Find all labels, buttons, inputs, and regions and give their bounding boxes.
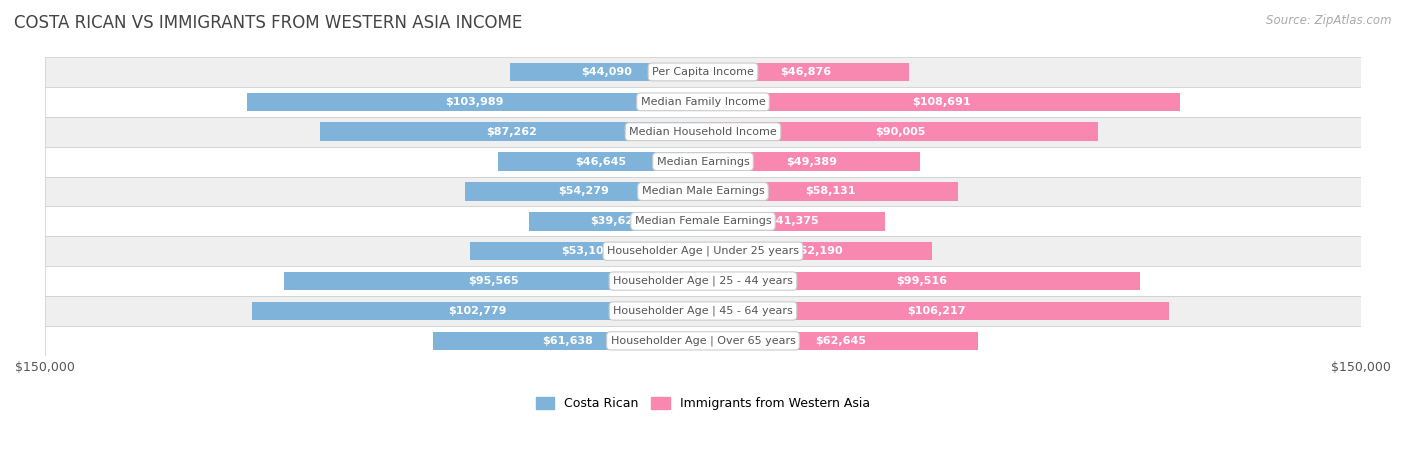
- Bar: [321, 122, 703, 141]
- Bar: [45, 177, 1361, 206]
- Legend: Costa Rican, Immigrants from Western Asia: Costa Rican, Immigrants from Western Asi…: [530, 392, 876, 415]
- Bar: [45, 296, 1361, 326]
- Text: $106,217: $106,217: [907, 306, 966, 316]
- Text: $103,989: $103,989: [446, 97, 505, 107]
- Bar: [703, 92, 1180, 111]
- Bar: [703, 332, 977, 350]
- Bar: [703, 212, 884, 231]
- Text: Median Earnings: Median Earnings: [657, 156, 749, 167]
- Bar: [703, 152, 920, 171]
- Bar: [529, 212, 703, 231]
- Text: $41,375: $41,375: [769, 216, 820, 226]
- Bar: [703, 63, 908, 81]
- Bar: [703, 272, 1140, 290]
- Text: $99,516: $99,516: [896, 276, 946, 286]
- Text: Householder Age | 45 - 64 years: Householder Age | 45 - 64 years: [613, 306, 793, 316]
- Text: $62,645: $62,645: [815, 336, 866, 346]
- Bar: [509, 63, 703, 81]
- Text: Householder Age | Over 65 years: Householder Age | Over 65 years: [610, 336, 796, 346]
- Text: $58,131: $58,131: [806, 186, 856, 197]
- Text: $46,645: $46,645: [575, 156, 626, 167]
- Text: Median Female Earnings: Median Female Earnings: [634, 216, 772, 226]
- Text: $54,279: $54,279: [558, 186, 609, 197]
- Bar: [45, 57, 1361, 87]
- Text: $61,638: $61,638: [543, 336, 593, 346]
- Text: Median Household Income: Median Household Income: [628, 127, 778, 137]
- Bar: [465, 182, 703, 201]
- Bar: [433, 332, 703, 350]
- Text: Median Family Income: Median Family Income: [641, 97, 765, 107]
- Bar: [247, 92, 703, 111]
- Text: Median Male Earnings: Median Male Earnings: [641, 186, 765, 197]
- Bar: [45, 87, 1361, 117]
- Bar: [703, 302, 1168, 320]
- Text: $44,090: $44,090: [581, 67, 631, 77]
- Bar: [703, 182, 957, 201]
- Text: $53,106: $53,106: [561, 246, 612, 256]
- Text: $95,565: $95,565: [468, 276, 519, 286]
- Bar: [45, 326, 1361, 356]
- Text: $108,691: $108,691: [912, 97, 970, 107]
- Bar: [703, 122, 1098, 141]
- Bar: [45, 206, 1361, 236]
- Text: Source: ZipAtlas.com: Source: ZipAtlas.com: [1267, 14, 1392, 27]
- Bar: [45, 117, 1361, 147]
- Text: $39,622: $39,622: [591, 216, 641, 226]
- Bar: [284, 272, 703, 290]
- Bar: [498, 152, 703, 171]
- Bar: [45, 147, 1361, 177]
- Text: Householder Age | 25 - 44 years: Householder Age | 25 - 44 years: [613, 276, 793, 286]
- Text: $49,389: $49,389: [786, 156, 837, 167]
- Bar: [45, 266, 1361, 296]
- Text: $46,876: $46,876: [780, 67, 831, 77]
- Text: $52,190: $52,190: [792, 246, 842, 256]
- Bar: [45, 236, 1361, 266]
- Text: Householder Age | Under 25 years: Householder Age | Under 25 years: [607, 246, 799, 256]
- Text: $90,005: $90,005: [876, 127, 925, 137]
- Text: $87,262: $87,262: [486, 127, 537, 137]
- Bar: [470, 242, 703, 261]
- Text: Per Capita Income: Per Capita Income: [652, 67, 754, 77]
- Bar: [703, 242, 932, 261]
- Bar: [252, 302, 703, 320]
- Text: COSTA RICAN VS IMMIGRANTS FROM WESTERN ASIA INCOME: COSTA RICAN VS IMMIGRANTS FROM WESTERN A…: [14, 14, 522, 32]
- Text: $102,779: $102,779: [449, 306, 506, 316]
